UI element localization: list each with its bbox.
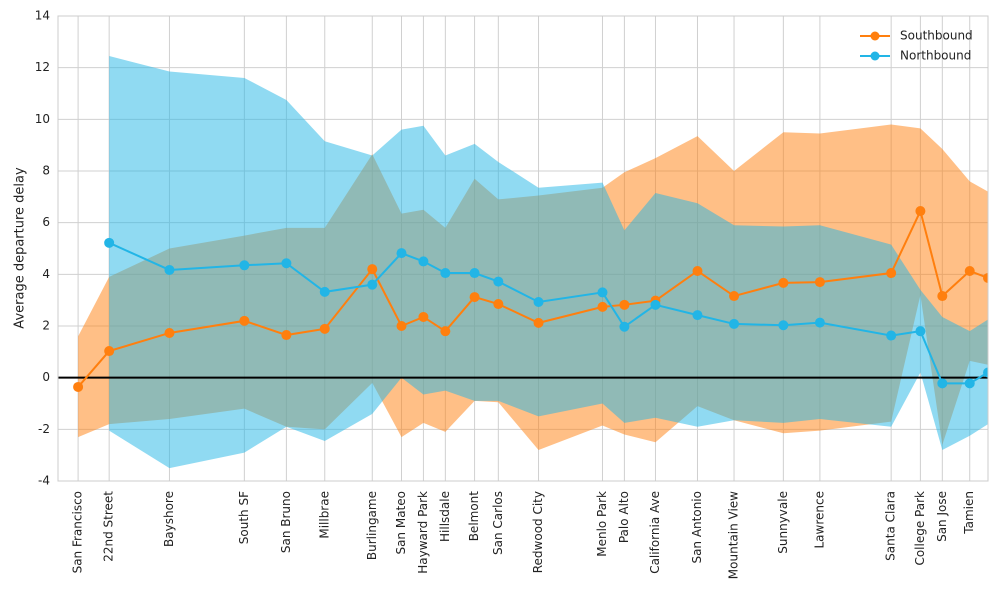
plot-area <box>58 56 988 469</box>
x-tick-label: Sunnyvale <box>776 491 790 554</box>
point <box>533 296 544 307</box>
y-tick-label: 4 <box>42 267 50 281</box>
y-tick-label: 14 <box>35 9 50 23</box>
legend-marker <box>870 31 880 41</box>
point <box>814 317 825 328</box>
point <box>281 258 292 269</box>
x-tick-label: College Park <box>913 491 927 566</box>
legend-label: Southbound <box>900 29 973 43</box>
x-tick-label: Burlingame <box>365 491 379 560</box>
point <box>239 315 250 326</box>
legend-marker <box>870 51 880 61</box>
point <box>239 260 250 271</box>
point <box>164 264 175 275</box>
y-tick-label: -4 <box>38 474 50 488</box>
point <box>73 381 84 392</box>
point <box>983 367 988 378</box>
x-tick-label: Bayshore <box>162 491 176 547</box>
point <box>937 291 948 302</box>
point <box>915 326 926 337</box>
point <box>964 378 975 389</box>
point <box>281 330 292 341</box>
x-tick-label: Tamien <box>962 491 976 535</box>
point <box>396 321 407 331</box>
legend-label: Northbound <box>900 49 971 63</box>
point <box>493 299 504 310</box>
x-tick-label: 22nd Street <box>102 491 116 562</box>
x-tick-label: San Jose <box>935 491 949 542</box>
y-tick-label: 12 <box>35 60 50 74</box>
point <box>164 327 175 338</box>
x-tick-label: San Carlos <box>491 491 505 555</box>
x-tick-label: Palo Alto <box>617 491 631 543</box>
x-tick-label: Menlo Park <box>595 491 609 557</box>
x-tick-label: California Ave <box>648 491 662 574</box>
point <box>729 291 740 302</box>
point <box>440 326 451 337</box>
point <box>650 299 661 310</box>
x-tick-label: Hillsdale <box>438 491 452 542</box>
point <box>104 346 115 357</box>
point <box>367 264 378 275</box>
point <box>983 272 988 283</box>
point <box>396 248 407 259</box>
x-tick-label: Lawrence <box>812 491 826 549</box>
x-tick-label: Millbrae <box>317 491 331 539</box>
plot-frame <box>57 15 989 482</box>
point <box>319 286 330 297</box>
y-tick-label: 2 <box>42 319 50 333</box>
x-tick-label: Santa Clara <box>884 491 898 561</box>
point <box>367 279 378 290</box>
point <box>418 311 429 322</box>
point <box>729 318 740 329</box>
x-tick-label: Belmont <box>467 491 481 542</box>
point <box>937 378 948 389</box>
x-tick-label: San Antonio <box>690 491 704 564</box>
point <box>814 277 825 288</box>
y-axis-label: Average departure delay <box>13 167 28 329</box>
point <box>886 330 897 341</box>
point <box>692 310 703 321</box>
x-tick-label: San Mateo <box>394 491 408 555</box>
point <box>418 256 429 267</box>
x-tick-label: Redwood City <box>531 491 545 573</box>
y-tick-label: 0 <box>42 370 50 384</box>
point <box>964 265 975 276</box>
band <box>109 56 988 469</box>
point <box>597 287 608 298</box>
point <box>915 206 926 217</box>
x-tick-label: Mountain View <box>727 491 741 579</box>
point <box>778 320 789 331</box>
y-tick-label: 8 <box>42 164 50 178</box>
point <box>886 268 897 279</box>
point <box>440 268 451 279</box>
x-tick-label: South SF <box>237 491 251 544</box>
x-tick-label: San Francisco <box>71 491 85 573</box>
x-tick-label: Hayward Park <box>416 491 430 574</box>
point <box>619 299 630 310</box>
point <box>493 276 504 287</box>
point <box>469 268 480 279</box>
y-tick-label: 6 <box>42 215 50 229</box>
point <box>533 317 544 328</box>
y-tick-label: 10 <box>35 112 50 126</box>
point <box>597 301 608 312</box>
point <box>692 265 703 276</box>
point <box>104 237 115 248</box>
y-tick-label: -2 <box>38 422 50 436</box>
x-tick-label: San Bruno <box>279 491 293 553</box>
point <box>319 323 330 334</box>
point <box>778 277 789 288</box>
point <box>619 321 630 332</box>
point <box>469 292 480 303</box>
